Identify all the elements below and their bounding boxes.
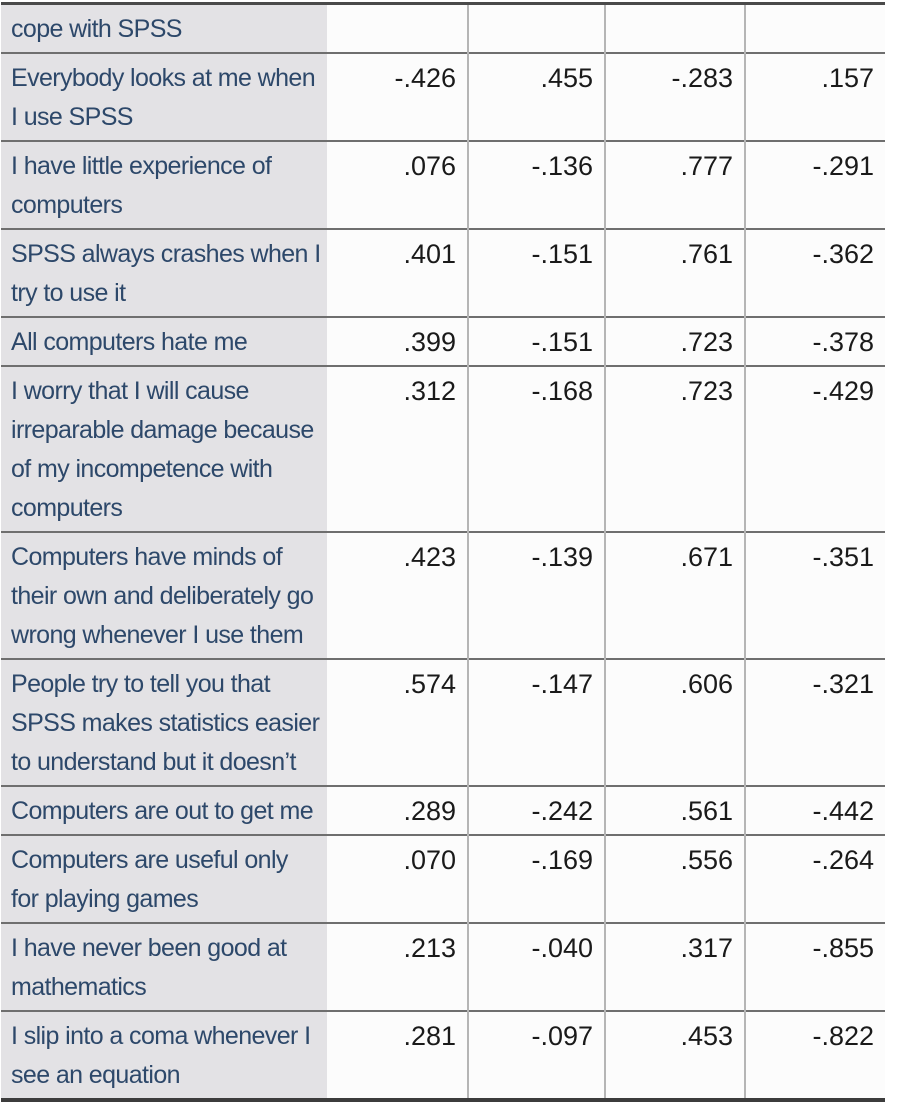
cell-value: .561 (604, 785, 745, 835)
cell-value: .723 (604, 316, 745, 366)
cell-value: -.291 (744, 140, 885, 229)
table-row: Everybody looks at me when I use SPSS -.… (1, 52, 885, 141)
cell-value: -.040 (467, 922, 605, 1011)
cell-value: .423 (327, 531, 468, 659)
cell-value: .070 (327, 834, 468, 923)
cell-value: -.426 (327, 52, 468, 141)
cell-value (327, 3, 468, 53)
cell-value: -.151 (467, 228, 605, 317)
cell-value: -.362 (744, 228, 885, 317)
item-label: Computers are out to get me (1, 785, 327, 835)
table-row: I have never been good at mathematics .2… (1, 922, 885, 1011)
cell-value: -.136 (467, 140, 605, 229)
table-row: Computers have minds of their own and de… (1, 531, 885, 659)
cell-value: .723 (604, 365, 745, 532)
item-label: I have little experience of computers (1, 140, 327, 229)
cell-value: .281 (327, 1010, 468, 1101)
table-row: cope with SPSS (1, 3, 885, 53)
cell-value: -.264 (744, 834, 885, 923)
cell-value: .606 (604, 658, 745, 786)
cell-value: .317 (604, 922, 745, 1011)
item-label: Everybody looks at me when I use SPSS (1, 52, 327, 141)
cell-value: .761 (604, 228, 745, 317)
cell-value: .312 (327, 365, 468, 532)
item-label: All computers hate me (1, 316, 327, 366)
cell-value: -.169 (467, 834, 605, 923)
table-row: I have little experience of computers .0… (1, 140, 885, 229)
cell-value: .157 (744, 52, 885, 141)
cell-value: -.139 (467, 531, 605, 659)
cell-value: -.429 (744, 365, 885, 532)
cell-value: -.147 (467, 658, 605, 786)
cell-value: .076 (327, 140, 468, 229)
cell-value: -.097 (467, 1010, 605, 1101)
item-label: People try to tell you that SPSS makes s… (1, 658, 327, 786)
table-row: People try to tell you that SPSS makes s… (1, 658, 885, 786)
cell-value: .401 (327, 228, 468, 317)
table-row: Computers are useful only for playing ga… (1, 834, 885, 923)
cell-value: -.283 (604, 52, 745, 141)
cell-value: .453 (604, 1010, 745, 1101)
item-label: I have never been good at mathematics (1, 922, 327, 1011)
cell-value: .574 (327, 658, 468, 786)
table-row: I slip into a coma whenever I see an equ… (1, 1010, 885, 1101)
cell-value: -.378 (744, 316, 885, 366)
cell-value: .213 (327, 922, 468, 1011)
item-label: I worry that I will cause irreparable da… (1, 365, 327, 532)
cell-value (604, 3, 745, 53)
cell-value: .289 (327, 785, 468, 835)
item-label: Computers are useful only for playing ga… (1, 834, 327, 923)
cell-value: .455 (467, 52, 605, 141)
item-label: SPSS always crashes when I try to use it (1, 228, 327, 317)
cell-value: -.321 (744, 658, 885, 786)
cell-value: -.151 (467, 316, 605, 366)
cell-value: -.351 (744, 531, 885, 659)
cell-value: .556 (604, 834, 745, 923)
cell-value: -.855 (744, 922, 885, 1011)
table-row: Computers are out to get me .289 -.242 .… (1, 785, 885, 835)
cell-value: .399 (327, 316, 468, 366)
item-label: cope with SPSS (1, 3, 327, 53)
cell-value (467, 3, 605, 53)
cell-value: -.242 (467, 785, 605, 835)
item-label: I slip into a coma whenever I see an equ… (1, 1010, 327, 1101)
table-row: All computers hate me .399 -.151 .723 -.… (1, 316, 885, 366)
table-row: I worry that I will cause irreparable da… (1, 365, 885, 532)
table-row: SPSS always crashes when I try to use it… (1, 228, 885, 317)
cell-value (744, 3, 885, 53)
cell-value: -.442 (744, 785, 885, 835)
cell-value: .777 (604, 140, 745, 229)
cell-value: .671 (604, 531, 745, 659)
item-label: Computers have minds of their own and de… (1, 531, 327, 659)
cell-value: -.822 (744, 1010, 885, 1101)
cell-value: -.168 (467, 365, 605, 532)
